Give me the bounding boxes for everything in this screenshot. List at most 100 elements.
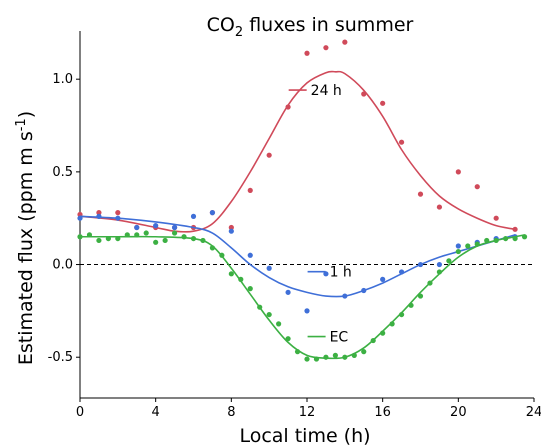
data-point-ec (96, 237, 102, 244)
data-point-1-h (398, 269, 405, 275)
data-point-ec (86, 232, 93, 238)
data-point-1-h (96, 213, 102, 219)
data-point-24-h (323, 45, 329, 51)
data-point-ec (503, 235, 509, 242)
data-point-ec (209, 245, 216, 251)
data-point-24-h (455, 169, 461, 175)
data-point-1-h (304, 308, 310, 314)
data-point-ec (380, 330, 386, 336)
data-point-ec (304, 356, 310, 362)
data-point-ec (323, 354, 329, 360)
data-point-24-h (417, 191, 424, 197)
data-point-1-h (247, 252, 253, 258)
series-label-ec: EC (330, 330, 349, 346)
data-point-ec (484, 237, 490, 244)
x-tick-label: 12 (299, 405, 316, 420)
data-point-ec (474, 241, 480, 247)
data-point-ec (276, 321, 282, 327)
data-point-24-h (361, 91, 367, 97)
data-point-24-h (96, 210, 102, 216)
data-point-ec (389, 321, 395, 327)
data-point-ec (351, 352, 357, 358)
data-point-1-h (342, 293, 348, 299)
data-point-1-h (285, 289, 291, 295)
data-point-ec (266, 311, 272, 318)
data-point-ec (228, 271, 234, 277)
data-point-ec (417, 293, 424, 299)
data-point-ec (493, 237, 499, 244)
data-point-ec (162, 237, 168, 244)
y-axis-title: Estimated flux (ppm m s-1) (14, 111, 37, 365)
x-tick-label: 24 (526, 405, 541, 420)
data-point-ec (455, 248, 461, 255)
data-point-24-h (342, 39, 348, 45)
data-point-ec (370, 337, 376, 344)
series-label-24-h: 24 h (311, 83, 342, 99)
series-curve-24-h (79, 70, 516, 233)
data-point-1-h (380, 276, 386, 282)
x-tick-label: 16 (374, 405, 391, 420)
data-point-ec (247, 286, 253, 292)
data-point-ec (124, 232, 130, 238)
x-tick-label: 0 (76, 405, 84, 420)
data-point-1-h (190, 213, 197, 219)
plot-area: -0.5 0.0 0.5 1.0 0 4 8 12 16 20 24 24 h 1 h EC (48, 31, 541, 420)
data-point-ec (171, 230, 178, 236)
data-point-24-h (266, 152, 272, 158)
data-point-ec (465, 243, 471, 249)
data-point-ec (219, 252, 225, 258)
data-point-24-h (228, 224, 234, 231)
data-point-1-h (266, 265, 272, 271)
data-point-1-h (115, 215, 121, 221)
data-point-24-h (474, 184, 480, 190)
data-point-ec (77, 234, 83, 240)
data-point-ec (436, 269, 443, 275)
x-tick-label: 4 (152, 405, 160, 420)
data-point-1-h (455, 243, 461, 249)
data-point-ec (200, 237, 206, 244)
data-point-ec (105, 235, 111, 242)
data-point-ec (143, 230, 149, 236)
data-point-24-h (436, 204, 443, 210)
data-point-ec (285, 336, 291, 342)
y-tick-label: 0.0 (52, 258, 73, 273)
x-axis-title: Local time (h) (239, 425, 370, 447)
data-point-1-h (77, 215, 83, 221)
data-point-ec (408, 302, 414, 308)
data-point-24-h (512, 226, 518, 232)
data-point-ec (238, 276, 244, 282)
data-point-ec (427, 280, 433, 286)
data-point-ec (361, 349, 367, 355)
x-tick-label: 20 (450, 405, 467, 420)
data-point-24-h (380, 100, 386, 106)
data-point-24-h (247, 187, 253, 194)
data-point-24-h (115, 210, 121, 216)
data-point-ec (153, 239, 159, 245)
data-point-1-h (323, 271, 329, 277)
data-point-1-h (134, 224, 140, 231)
data-point-1-h (209, 210, 216, 216)
data-point-1-h (228, 228, 234, 234)
data-point-1-h (171, 224, 178, 231)
data-point-24-h (493, 215, 499, 221)
data-point-ec (134, 232, 140, 238)
series-curve-1-h (79, 215, 516, 298)
data-point-ec (115, 235, 121, 242)
data-point-24-h (285, 104, 291, 110)
data-point-ec (313, 356, 320, 362)
data-point-ec (190, 235, 197, 242)
data-point-1-h (361, 287, 367, 294)
series-label-1-h: 1 h (330, 265, 352, 281)
data-point-1-h (436, 261, 443, 268)
data-point-ec (512, 235, 518, 242)
data-point-ec (294, 349, 301, 355)
x-tick-label: 8 (227, 405, 235, 420)
data-point-ec (181, 234, 187, 240)
y-tick-label: 1.0 (52, 72, 73, 87)
y-tick-label: 0.5 (52, 165, 73, 180)
data-point-ec (342, 354, 348, 360)
data-point-24-h (398, 139, 405, 145)
data-point-1-h (417, 261, 424, 268)
chart-title: CO2 fluxes in summer (207, 14, 414, 40)
